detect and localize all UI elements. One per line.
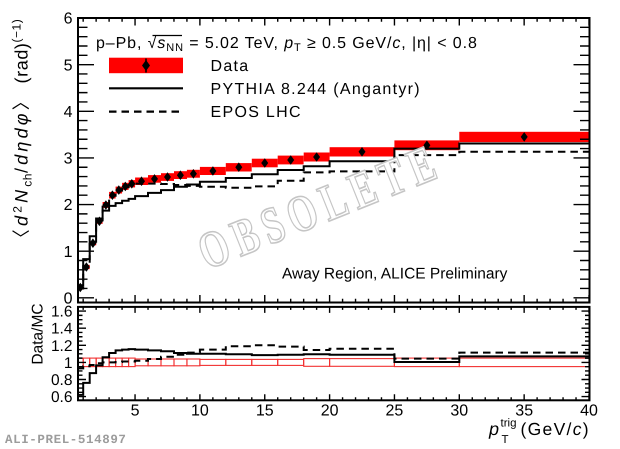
svg-text:2: 2 <box>64 197 73 214</box>
svg-text:trig: trig <box>501 418 517 430</box>
svg-text:1.6: 1.6 <box>51 304 73 321</box>
svg-text:1.2: 1.2 <box>51 338 73 355</box>
svg-text:5: 5 <box>131 403 140 420</box>
svg-text:p: p <box>488 419 499 439</box>
svg-text:PYTHIA 8.244 (Angantyr): PYTHIA 8.244 (Angantyr) <box>211 81 421 98</box>
svg-text:40: 40 <box>580 403 598 420</box>
svg-text:1.4: 1.4 <box>51 321 73 338</box>
svg-text:20: 20 <box>321 403 339 420</box>
svg-text:3: 3 <box>64 151 73 168</box>
svg-text:30: 30 <box>450 403 468 420</box>
svg-text:0.8: 0.8 <box>51 372 73 389</box>
svg-text:35: 35 <box>515 403 533 420</box>
svg-text:1: 1 <box>64 244 73 261</box>
svg-text:ALI-PREL-514897: ALI-PREL-514897 <box>5 433 127 447</box>
svg-text:5: 5 <box>64 57 73 74</box>
svg-text:Data/MC: Data/MC <box>30 303 47 364</box>
svg-text:15: 15 <box>256 403 274 420</box>
svg-text:0.6: 0.6 <box>51 389 73 406</box>
svg-text:6: 6 <box>64 11 73 28</box>
svg-text:1: 1 <box>64 355 73 372</box>
svg-text:Data: Data <box>211 58 250 75</box>
svg-text:T: T <box>502 434 509 446</box>
svg-text:〈d2Nch/dηdφ〉 (rad)(−1): 〈d2Nch/dηdφ〉 (rad)(−1) <box>10 19 35 247</box>
svg-text:10: 10 <box>191 403 209 420</box>
svg-text:25: 25 <box>386 403 404 420</box>
svg-text:EPOS LHC: EPOS LHC <box>211 104 302 121</box>
svg-text:p–Pb, √sNN = 5.02 TeV, pT ≥ 0: p–Pb, √sNN = 5.02 TeV, pT ≥ 0.5 GeV/c, |… <box>96 35 478 54</box>
svg-text:(GeV/c): (GeV/c) <box>521 419 590 439</box>
svg-text:Away Region, ALICE Preliminary: Away Region, ALICE Preliminary <box>282 266 508 283</box>
svg-text:4: 4 <box>64 104 73 121</box>
svg-text:0: 0 <box>64 291 73 308</box>
